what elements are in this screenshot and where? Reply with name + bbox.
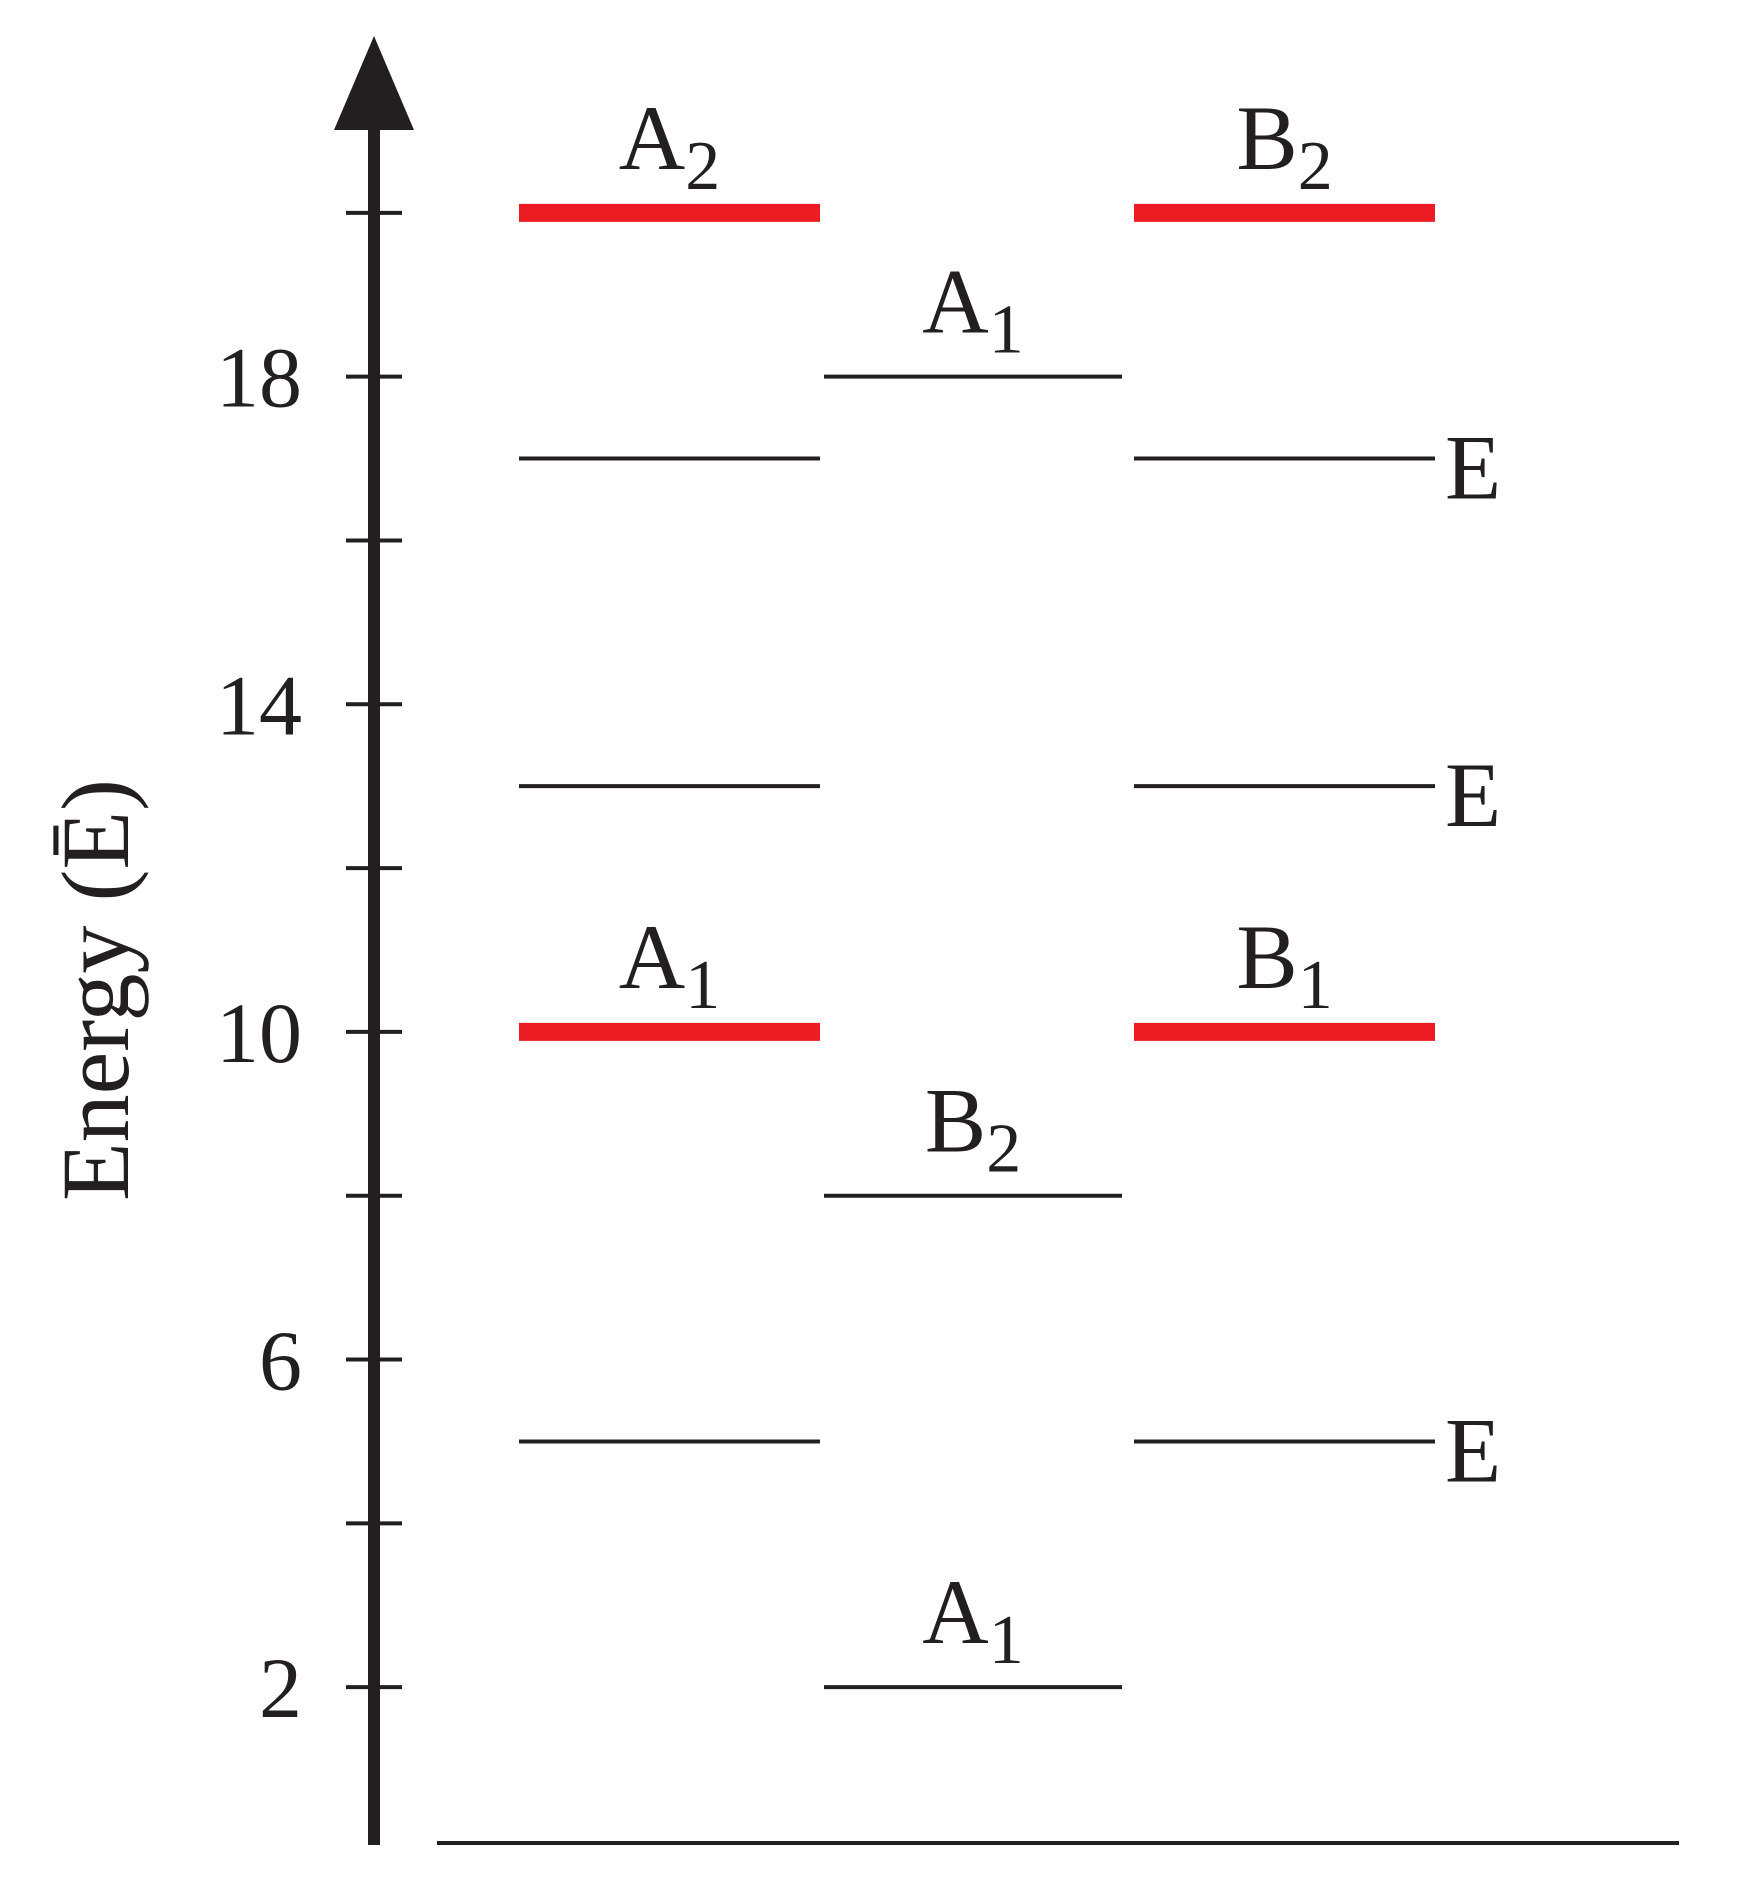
label-symbol: A xyxy=(619,87,685,189)
y-tick-label: 10 xyxy=(216,985,302,1081)
label-subscript: 1 xyxy=(989,292,1024,369)
label-subscript: 2 xyxy=(1298,128,1333,205)
label-symbol: A xyxy=(922,251,988,353)
label-subscript: 1 xyxy=(1298,947,1333,1024)
level-label: E xyxy=(1445,744,1501,846)
label-subscript: 2 xyxy=(986,1111,1021,1188)
label-symbol: E xyxy=(1445,417,1501,519)
label-symbol: A xyxy=(619,906,685,1008)
label-symbol: B xyxy=(1236,87,1297,189)
axis-arrow xyxy=(334,36,414,130)
y-axis-label: Energy (Ē) xyxy=(42,779,149,1201)
level-label: E xyxy=(1445,1399,1501,1501)
level-label: B2 xyxy=(1236,87,1332,205)
level-label: E xyxy=(1445,417,1501,519)
label-symbol: E xyxy=(1445,744,1501,846)
y-tick-label: 2 xyxy=(259,1640,302,1736)
y-tick-label: 18 xyxy=(216,330,302,426)
level-label: B2 xyxy=(925,1070,1021,1188)
label-symbol: E xyxy=(1445,1399,1501,1501)
level-label: A2 xyxy=(619,87,720,205)
label-symbol: B xyxy=(1236,906,1297,1008)
level-label: A1 xyxy=(922,1561,1023,1679)
label-symbol: A xyxy=(922,1561,988,1663)
level-label: B1 xyxy=(1236,906,1332,1024)
level-label: A1 xyxy=(922,251,1023,369)
label-subscript: 2 xyxy=(685,128,720,205)
label-symbol: B xyxy=(925,1070,986,1172)
y-tick-label: 6 xyxy=(259,1313,302,1409)
label-subscript: 1 xyxy=(989,1602,1024,1679)
y-tick-label: 14 xyxy=(216,657,302,753)
label-subscript: 1 xyxy=(685,947,720,1024)
level-label: A1 xyxy=(619,906,720,1024)
